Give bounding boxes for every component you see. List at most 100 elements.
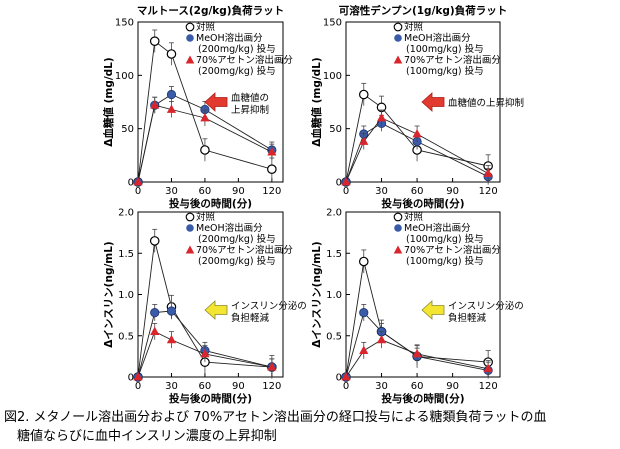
- red-arrow-icon: [421, 92, 445, 112]
- data-point-acetone: [166, 334, 177, 344]
- x-tick-label: 0: [343, 381, 349, 392]
- caption-line-2: 糖値ならびに血中インスリン濃度の上昇抑制: [17, 429, 277, 444]
- y-tick-label: 0: [128, 373, 134, 384]
- data-point-control: [166, 49, 177, 59]
- data-point-acetone: [412, 348, 422, 358]
- legend-entry-3: 70%アセトン溶出画分(200mg/kg) 投与: [185, 244, 293, 267]
- annotation-line-2: 負担軽減: [231, 312, 270, 324]
- figure-caption: 図2. メタノール溶出画分および 70%アセトン溶出画分の経口投与による糖類負荷…: [4, 408, 616, 446]
- legend-label: 対照: [196, 211, 216, 223]
- data-point-acetone: [150, 326, 160, 336]
- legend-label: MeOH溶出画分: [196, 32, 263, 44]
- x-tick-label: 120: [262, 381, 281, 392]
- y-tick-label: 0: [336, 373, 342, 384]
- legend-label: MeOH溶出画分: [404, 222, 471, 234]
- legend-label-dose: (200mg/kg) 投与: [198, 65, 276, 77]
- x-tick-label: 90: [232, 381, 245, 392]
- data-point-control: [358, 256, 369, 267]
- legend-marker-control: [393, 212, 403, 222]
- legend-entry-3: 70%アセトン溶出画分(100mg/kg) 投与: [393, 244, 501, 267]
- data-point-acetone: [412, 129, 422, 138]
- data-point-acetone: [483, 363, 493, 373]
- legend-label: MeOH溶出画分: [404, 32, 471, 44]
- x-tick-label: 60: [411, 381, 424, 392]
- legend-marker-meoh: [186, 34, 194, 42]
- legend-label-dose: (100mg/kg) 投与: [406, 43, 484, 55]
- data-point-acetone: [341, 372, 351, 381]
- y-axis-label: Δ血糖値 (mg/dL): [310, 57, 323, 146]
- yellow-arrow-icon: [204, 300, 228, 320]
- data-point-meoh: [166, 89, 177, 100]
- red-arrow-icon: [204, 92, 228, 112]
- x-tick-label: 0: [135, 186, 141, 197]
- caption-line-1: 図2. メタノール溶出画分および 70%アセトン溶出画分の経口投与による糖類負荷…: [4, 410, 547, 425]
- annotation-line-1: インスリン分泌の: [231, 300, 307, 312]
- legend-marker-meoh: [394, 224, 402, 232]
- legend-label: 70%アセトン溶出画分: [404, 54, 501, 66]
- y-tick-label: 0.5: [118, 331, 134, 342]
- x-tick-label: 0: [135, 381, 141, 392]
- legend-label-dose: (100mg/kg) 投与: [406, 233, 484, 245]
- x-tick-label: 0: [343, 186, 349, 197]
- data-point-acetone: [133, 372, 143, 381]
- chart-title: マルトース(2g/kg)負荷ラット: [137, 4, 284, 17]
- data-point-control: [149, 36, 160, 46]
- x-tick-label: 30: [165, 186, 178, 197]
- y-axis-label: Δインスリン(ng/mL): [311, 241, 323, 347]
- legend-entry-1: 対照: [185, 211, 216, 223]
- chart-title: 可溶性デンプン(1g/kg)負荷ラット: [339, 4, 507, 17]
- chart-panel-3: 0 0.5 1.0 1.5 2.0 0 30 60 90 120 投与後の時間(分) Δインスリン(n…: [103, 208, 307, 406]
- annotation-line-1: 血糖値の上昇抑制: [448, 97, 524, 109]
- legend-label: MeOH溶出画分: [196, 222, 263, 234]
- x-tick-label: 120: [479, 381, 498, 392]
- legend-label: 70%アセトン溶出画分: [196, 244, 293, 256]
- data-point-control: [267, 164, 277, 174]
- legend-marker-acetone: [393, 55, 403, 64]
- legend-label: 対照: [196, 21, 216, 33]
- legend-marker-control: [185, 212, 195, 222]
- x-tick-label: 60: [199, 381, 212, 392]
- legend-entry-3: 70%アセトン溶出画分(200mg/kg) 投与: [185, 54, 293, 77]
- legend-label: 70%アセトン溶出画分: [404, 244, 501, 256]
- legend-entry-1: 対照: [185, 21, 216, 33]
- legend-label-dose: (200mg/kg) 投与: [198, 233, 276, 245]
- chart-panel-2: 可溶性デンプン(1g/kg)負荷ラット 0 50 100 150 0 30 60 90 120 投与…: [310, 4, 524, 210]
- legend-label: 対照: [404, 21, 424, 33]
- y-tick-label: 50: [121, 124, 134, 135]
- data-point-acetone: [200, 113, 210, 122]
- data-point-acetone: [359, 136, 369, 145]
- y-tick-label: 0: [128, 178, 134, 189]
- data-point-acetone: [267, 147, 277, 156]
- legend-marker-acetone: [393, 245, 403, 254]
- y-axis-label: Δ血糖値 (mg/dL): [102, 57, 115, 146]
- data-point-control: [149, 236, 160, 246]
- x-tick-label: 120: [262, 186, 281, 197]
- x-tick-label: 30: [375, 381, 388, 392]
- legend-marker-control: [185, 22, 195, 32]
- legend-entry-2: MeOH溶出画分(200mg/kg) 投与: [186, 32, 276, 55]
- legend-entry-1: 対照: [393, 21, 424, 33]
- legend-marker-acetone: [185, 55, 195, 64]
- data-point-acetone: [376, 113, 387, 122]
- legend-marker-control: [393, 22, 403, 32]
- x-tick-label: 90: [446, 186, 459, 197]
- x-tick-label: 120: [479, 186, 498, 197]
- legend-label: 70%アセトン溶出画分: [196, 54, 293, 66]
- x-axis-label: 投与後の時間(分): [381, 392, 464, 405]
- data-point-acetone: [133, 177, 143, 186]
- y-tick-label: 100: [115, 71, 134, 82]
- legend-label-dose: (200mg/kg) 投与: [198, 43, 276, 55]
- annotation-line-2: 上昇抑制: [231, 104, 269, 116]
- x-axis-label: 投与後の時間(分): [169, 392, 252, 405]
- data-point-acetone: [166, 104, 177, 113]
- y-tick-label: 2.0: [326, 208, 342, 219]
- y-tick-label: 1.0: [326, 290, 342, 301]
- data-point-control: [358, 89, 369, 100]
- legend-label-dose: (100mg/kg) 投与: [406, 255, 484, 267]
- x-tick-label: 90: [232, 186, 245, 197]
- figure: マルトース(2g/kg)負荷ラット 0 50 100 150 0 30 60 90 120 投与後の…: [102, 4, 524, 406]
- annotation: 血糖値の上昇抑制: [421, 92, 524, 112]
- annotation-line-2: 負担軽減: [448, 312, 487, 324]
- y-tick-label: 50: [329, 124, 342, 135]
